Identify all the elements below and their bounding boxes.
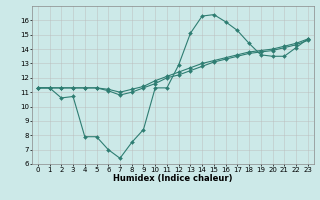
X-axis label: Humidex (Indice chaleur): Humidex (Indice chaleur): [113, 174, 233, 183]
